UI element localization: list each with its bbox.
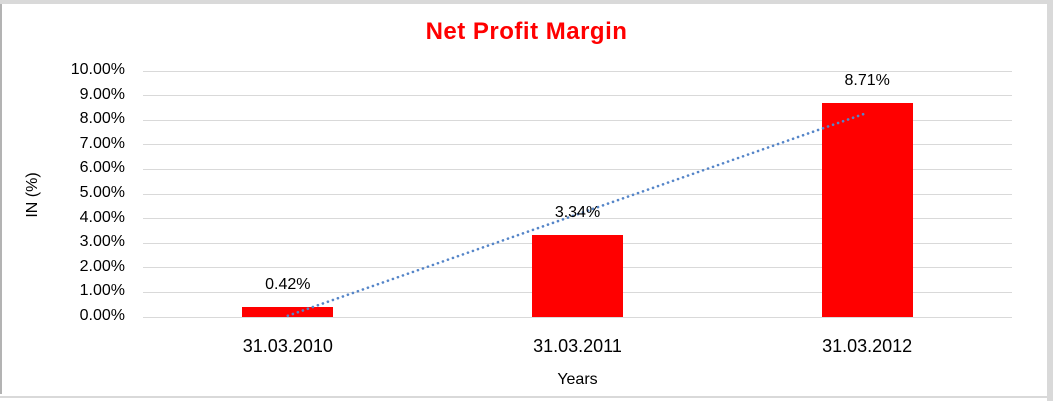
frame-border-left bbox=[0, 0, 2, 394]
y-tick-label: 0.00% bbox=[79, 307, 125, 324]
y-tick-label: 2.00% bbox=[79, 257, 125, 275]
y-tick-label: 10.00% bbox=[70, 61, 125, 78]
frame-border-top bbox=[0, 0, 1053, 4]
bar bbox=[821, 102, 913, 317]
bar-data-label: 0.42% bbox=[265, 275, 311, 293]
y-tick-label: 1.00% bbox=[79, 282, 125, 300]
y-tick-label: 7.00% bbox=[79, 134, 125, 152]
x-tick-label: 31.03.2010 bbox=[242, 336, 333, 356]
x-tick-label: 31.03.2011 bbox=[533, 336, 622, 356]
y-tick-label: 8.00% bbox=[79, 110, 125, 128]
frame-border-bottom bbox=[0, 396, 1053, 398]
y-tick-label: 9.00% bbox=[79, 85, 125, 103]
frame-border-right bbox=[1047, 0, 1053, 401]
y-tick-label: 6.00% bbox=[79, 159, 125, 177]
bar-data-label: 3.34% bbox=[554, 203, 601, 221]
gridline bbox=[143, 70, 1012, 72]
bar bbox=[242, 306, 334, 317]
gridline bbox=[143, 95, 1012, 97]
bar-data-label: 8.71% bbox=[844, 71, 890, 89]
bar bbox=[532, 234, 623, 317]
chart-title: Net Profit Margin bbox=[425, 18, 628, 45]
y-tick-label: 4.00% bbox=[79, 208, 125, 226]
x-axis-title: Years bbox=[557, 371, 598, 388]
y-tick-label: 3.00% bbox=[79, 233, 125, 251]
y-tick-label: 5.00% bbox=[79, 184, 125, 201]
x-tick-label: 31.03.2012 bbox=[822, 336, 913, 356]
